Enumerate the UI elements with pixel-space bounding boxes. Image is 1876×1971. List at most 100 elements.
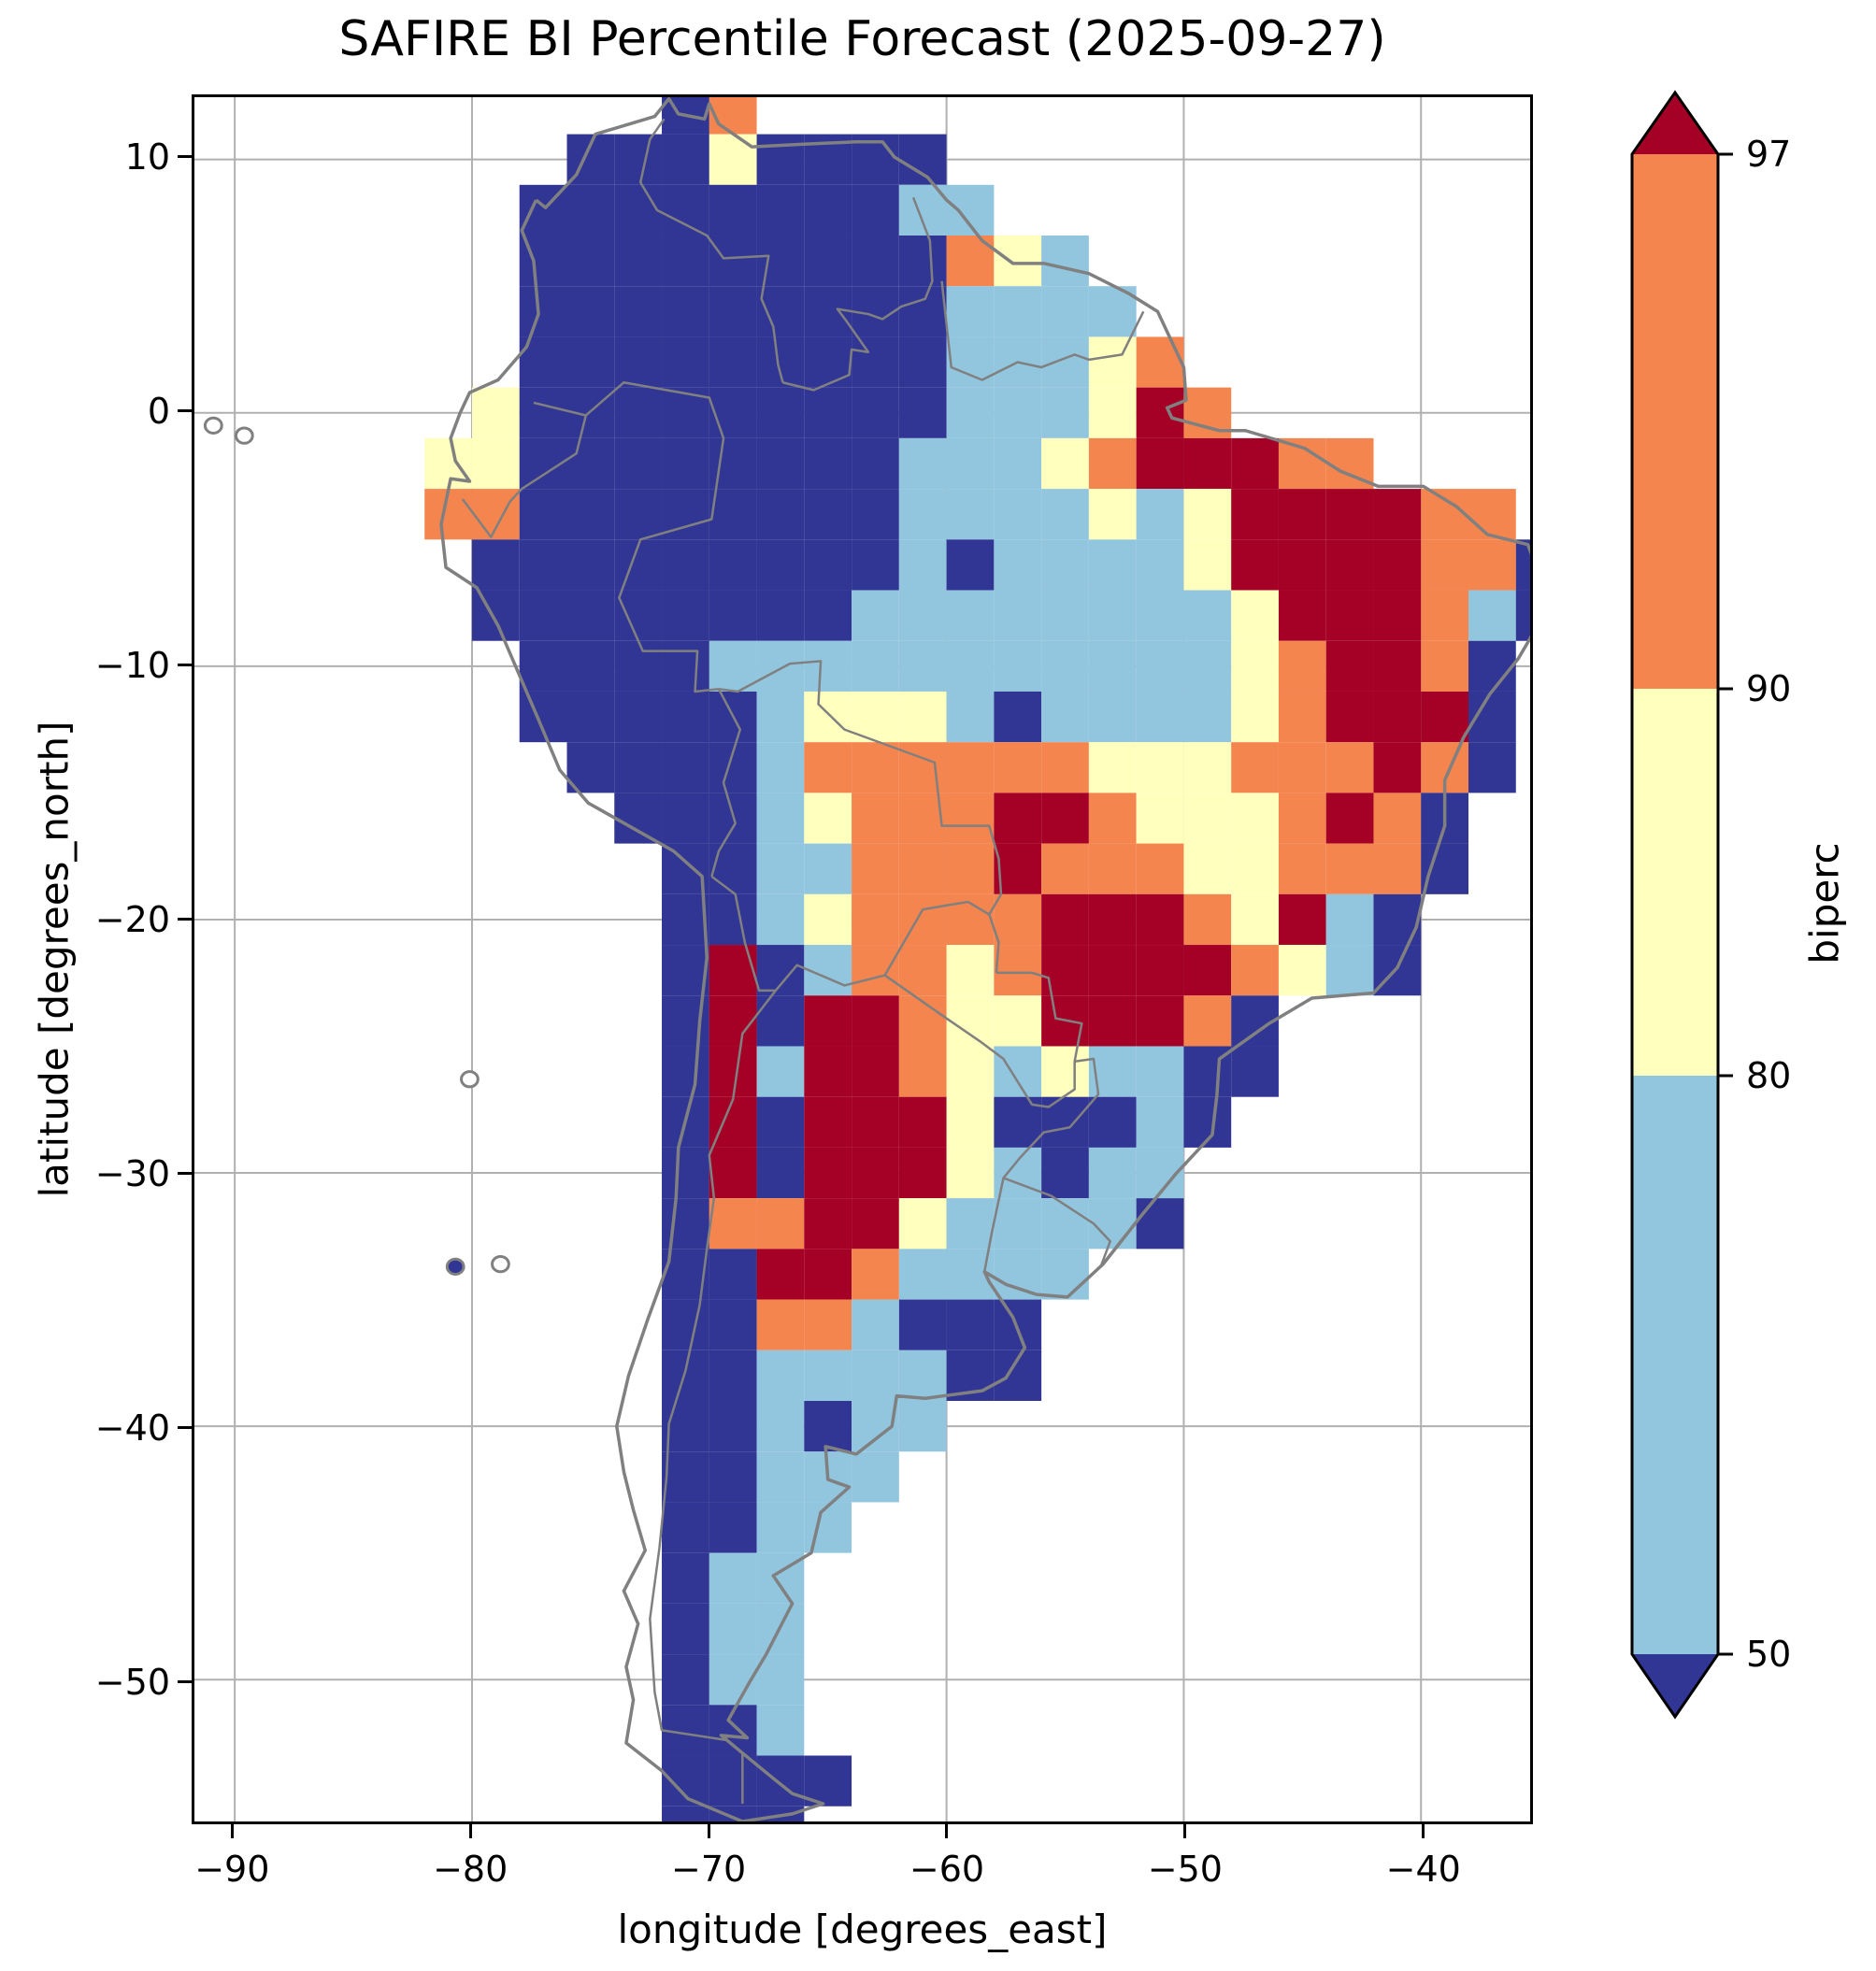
raster-cell [756,793,805,844]
raster-cell [756,1401,805,1452]
raster-cell [804,286,852,337]
raster-cell [994,793,1042,844]
raster-cell [1373,590,1422,641]
raster-cell [994,1046,1042,1097]
raster-cell [1373,893,1422,946]
raster-cell [1373,539,1422,591]
raster-cell [566,286,615,337]
raster-cell [1041,437,1089,490]
raster-cell [852,1299,899,1350]
raster-cell [804,995,852,1047]
raster-cell [662,539,709,591]
raster-cell [852,437,899,490]
raster-cell [1325,691,1374,743]
raster-cell [946,336,995,388]
y-tick-label: 0 [147,390,170,432]
raster-cell [804,1755,852,1807]
raster-cell [471,489,520,540]
raster-cell [1278,893,1326,946]
raster-cell [1136,489,1184,540]
country-border [650,991,776,1740]
raster-cell [1136,1198,1184,1250]
raster-cell [1136,387,1184,438]
raster-cell [898,539,947,591]
raster-cell [898,1096,947,1148]
raster-cell [898,1198,947,1250]
raster-cell [994,1299,1042,1350]
x-tick-label: −70 [670,1849,747,1890]
raster-cell [1231,893,1279,946]
raster-cell [1183,945,1232,996]
raster-cell [566,184,615,236]
raster-cell [662,1046,709,1097]
raster-cell [662,793,709,844]
raster-cell [614,134,663,185]
raster-cell [852,236,899,287]
island-marker [493,1256,509,1271]
raster-cell [662,640,709,692]
raster-cell [1278,793,1326,844]
raster-cell [566,691,615,743]
raster-cell [566,590,615,641]
raster-cell [994,539,1042,591]
raster-cell [804,184,852,236]
raster-cell [709,1502,757,1553]
raster-cell [614,437,663,490]
raster-cell [662,945,709,996]
raster-cell [756,134,805,185]
raster-cell [756,1299,805,1350]
raster-cell [1041,387,1089,438]
raster-cell [1136,691,1184,743]
raster-cell [946,1147,995,1199]
colorbar-extend-min [1632,1654,1718,1717]
raster-cell [756,336,805,388]
raster-cell [946,590,995,641]
raster-cell [1183,691,1232,743]
raster-cell [994,691,1042,743]
island-marker [236,428,252,443]
raster-cell [566,742,615,793]
raster-cell [1136,843,1184,894]
raster-cell [662,236,709,287]
raster-cell [709,539,757,591]
raster-cell [614,691,663,743]
raster-cell [1231,843,1279,894]
map-canvas [194,97,1530,1821]
raster-cell [614,793,663,844]
raster-cell [566,437,615,490]
raster-cell [1088,691,1137,743]
raster-cell [662,742,709,793]
raster-cell [662,184,709,236]
raster-cell [1278,489,1326,540]
raster-cell [852,893,899,946]
country-border [640,119,782,382]
raster-cell [709,995,757,1047]
island-marker [462,1072,479,1087]
raster-cell [1041,1147,1089,1199]
raster-cell [709,1603,757,1655]
raster-cell [662,437,709,490]
raster-cell [1325,489,1374,540]
raster-cell [946,995,995,1047]
raster-cell [756,1654,805,1706]
raster-cell [804,437,852,490]
raster-cell [662,1654,709,1706]
raster-cell [662,1502,709,1553]
raster-cell [852,1350,899,1401]
country-border [942,281,1144,380]
raster-cell [756,843,805,894]
raster-cell [1421,489,1469,540]
raster-cell [1183,437,1232,490]
raster-cell [1183,742,1232,793]
raster-cell [898,489,947,540]
raster-cell [1041,286,1089,337]
raster-cell [662,893,709,946]
raster-cell [1183,539,1232,591]
raster-cell [1421,590,1469,641]
raster-cell [662,336,709,388]
raster-cell [946,489,995,540]
raster-cell [804,742,852,793]
raster-cell [994,843,1042,894]
raster-cell [614,489,663,540]
raster-cell [1136,437,1184,490]
